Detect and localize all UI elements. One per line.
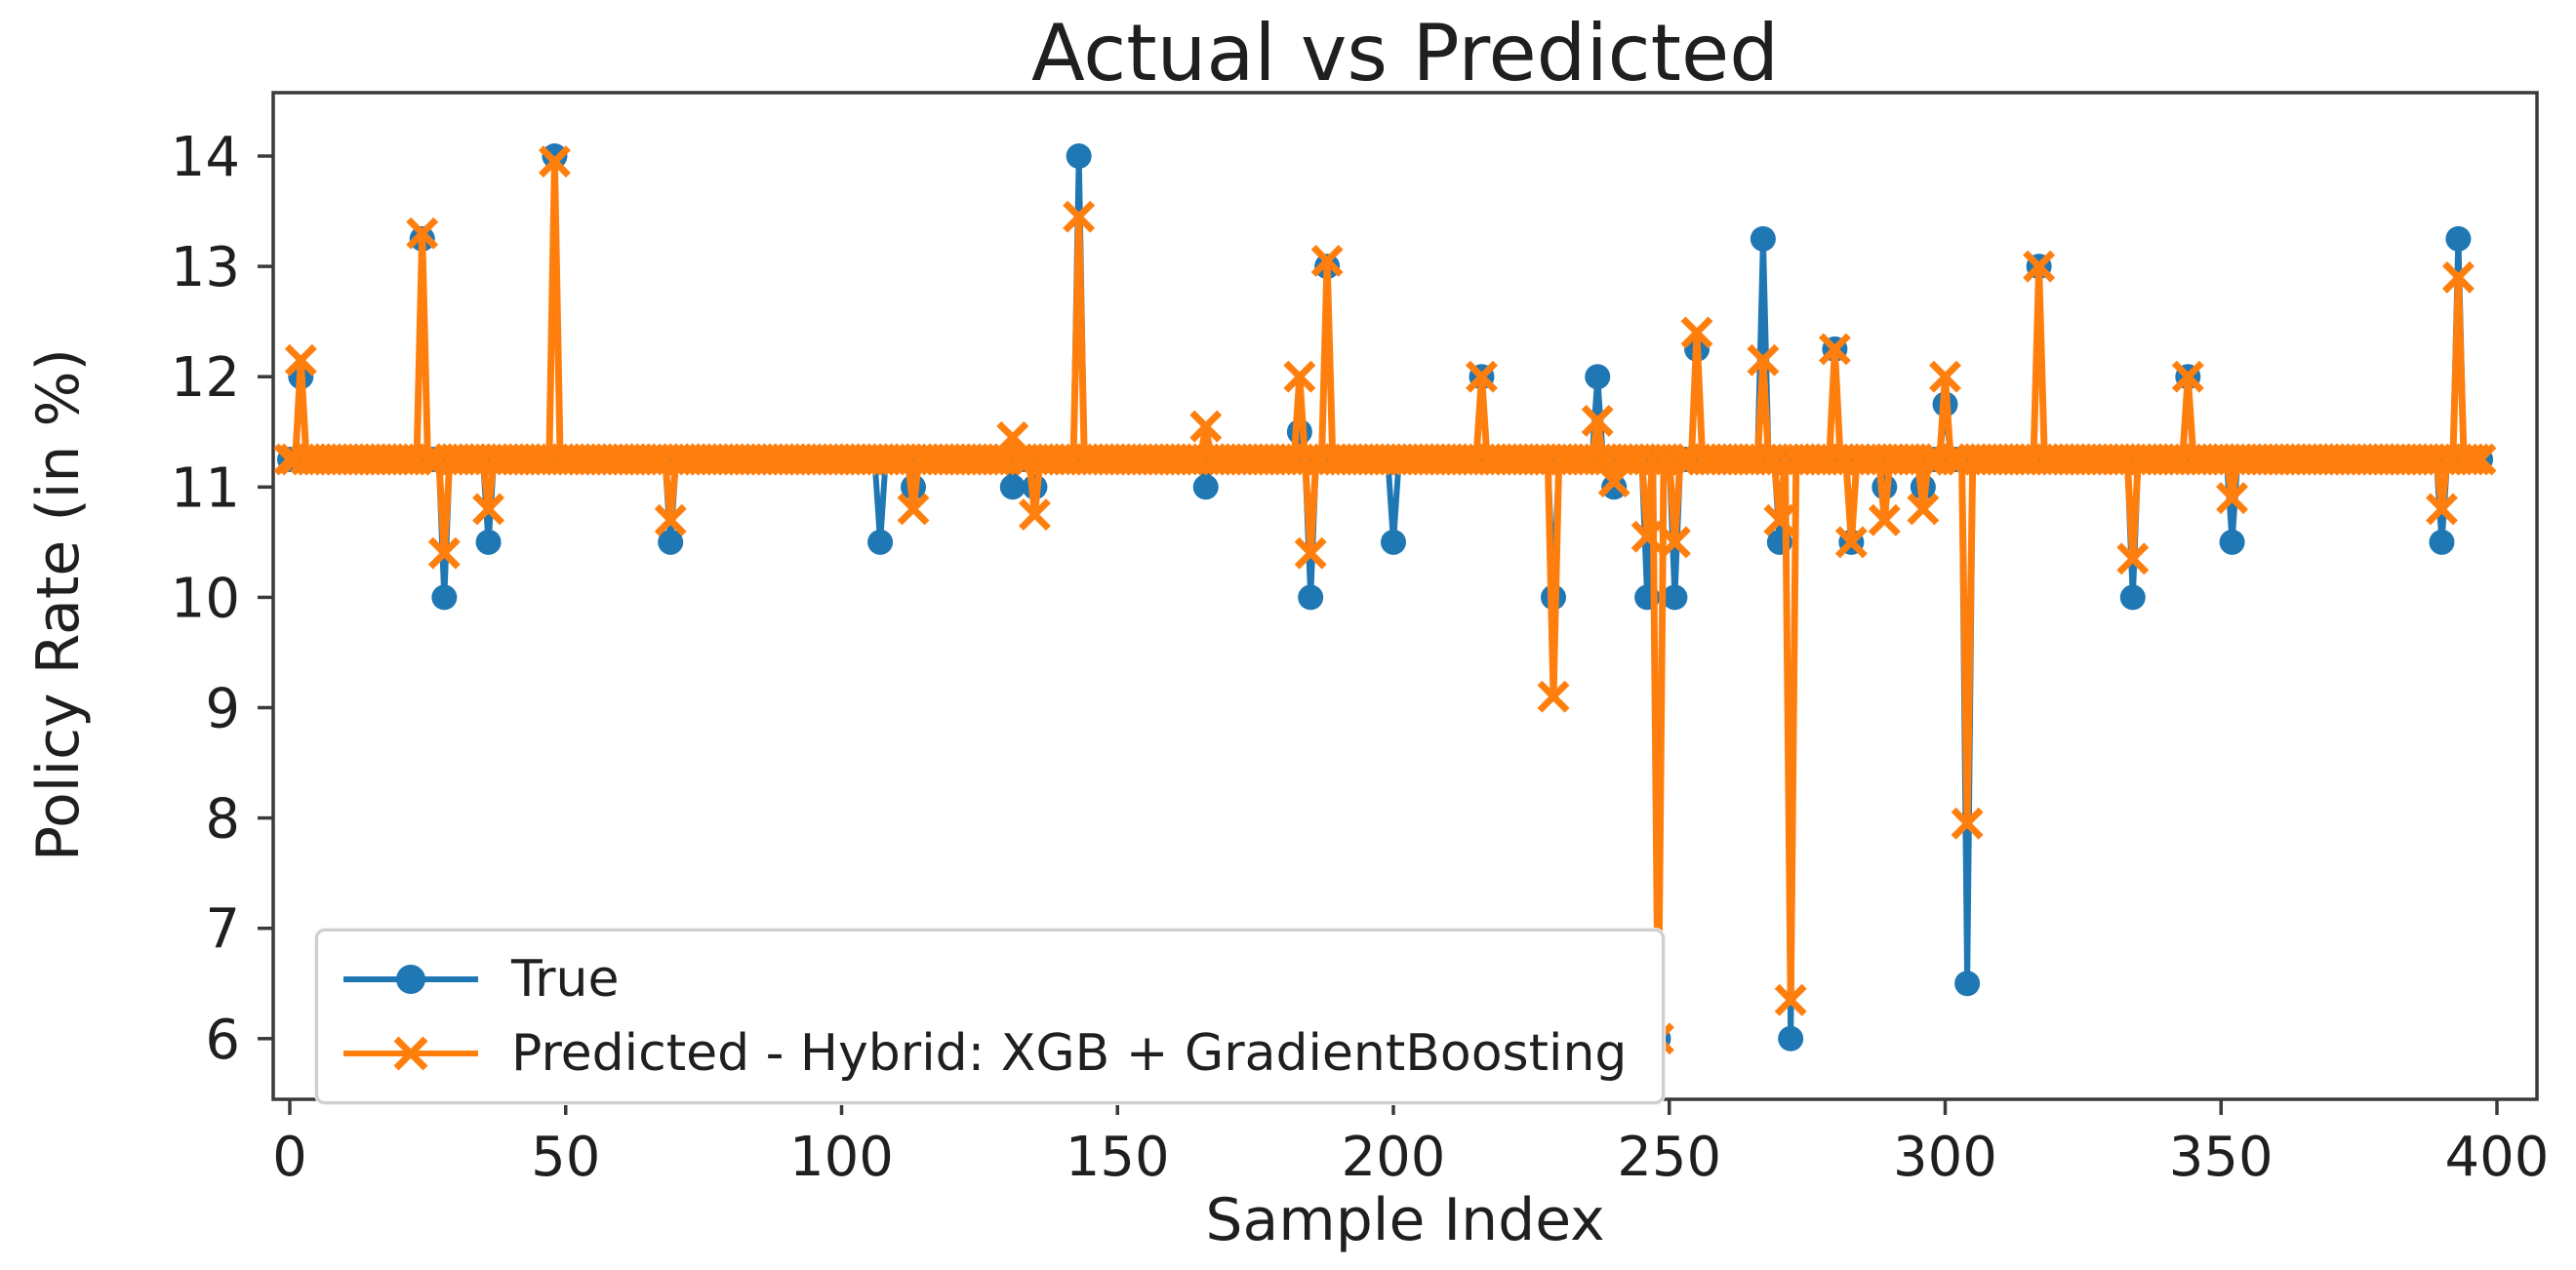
predicted-data-point bbox=[406, 217, 439, 250]
true-data-point bbox=[658, 529, 684, 555]
x-tick-label: 150 bbox=[1066, 1126, 1170, 1189]
y-tick-label: 11 bbox=[171, 456, 240, 520]
true-data-point bbox=[475, 529, 502, 555]
true-data-point bbox=[1381, 529, 1406, 555]
y-tick-label: 14 bbox=[171, 126, 240, 189]
legend-label-true: True bbox=[511, 950, 620, 1009]
predicted-data-point bbox=[1929, 360, 1961, 393]
predicted-data-point bbox=[1581, 404, 1614, 437]
predicted-data-point bbox=[1189, 410, 1223, 443]
predicted-data-point bbox=[1537, 680, 1570, 713]
predicted-data-point bbox=[996, 420, 1029, 454]
predicted-data-point bbox=[1951, 807, 1984, 840]
legend-entry-true: True bbox=[338, 947, 1627, 1012]
predicted-data-point bbox=[654, 503, 687, 536]
predicted-data-point bbox=[2458, 443, 2491, 476]
y-tick-label: 8 bbox=[205, 788, 240, 852]
true-data-point bbox=[1954, 971, 1981, 997]
predicted-data-point bbox=[2425, 493, 2458, 526]
predicted-data-point bbox=[1310, 244, 1344, 277]
predicted-data-point bbox=[1063, 200, 1096, 233]
true-data-point bbox=[867, 529, 894, 555]
true-data-point bbox=[1601, 474, 1628, 500]
predicted-data-point bbox=[1466, 360, 1498, 393]
predicted-data-point bbox=[1907, 493, 1940, 526]
y-tick-label: 10 bbox=[171, 567, 240, 630]
y-tick-label: 7 bbox=[205, 898, 240, 962]
true-data-point bbox=[1066, 143, 1092, 169]
true-data-point bbox=[1750, 225, 1776, 252]
y-tick-label: 12 bbox=[171, 346, 240, 410]
true-data-point bbox=[1662, 584, 1688, 611]
predicted-data-point bbox=[1680, 316, 1713, 349]
predicted-data-point bbox=[1658, 526, 1691, 559]
predicted-data-point bbox=[2171, 360, 2204, 393]
x-tick-label: 0 bbox=[272, 1126, 307, 1189]
x-tick-label: 400 bbox=[2445, 1126, 2550, 1189]
predicted-data-point bbox=[284, 343, 317, 377]
chart-title: Actual vs Predicted bbox=[1030, 8, 1780, 99]
y-tick-label: 13 bbox=[171, 236, 240, 299]
predicted-data-point bbox=[1834, 526, 1868, 559]
predicted-data-point bbox=[1630, 520, 1664, 553]
x-tick-label: 300 bbox=[1893, 1126, 1997, 1189]
predicted-data-point bbox=[1294, 536, 1327, 570]
x-tick-label: 350 bbox=[2169, 1126, 2274, 1189]
x-tick-label: 50 bbox=[531, 1126, 600, 1189]
predicted-data-point bbox=[1747, 343, 1780, 377]
predicted-data-point bbox=[897, 493, 930, 526]
predicted-data-point bbox=[2116, 542, 2150, 575]
predicted-data-point bbox=[1818, 333, 1851, 366]
true-data-point bbox=[2119, 584, 2146, 611]
predicted-data-point bbox=[1283, 360, 1316, 393]
x-tick-label: 200 bbox=[1342, 1126, 1446, 1189]
y-tick-label: 9 bbox=[205, 678, 240, 741]
predicted-data-point bbox=[2453, 443, 2486, 476]
predicted-data-point bbox=[1763, 503, 1796, 536]
predicted-data-point bbox=[2464, 443, 2497, 476]
true-data-point bbox=[2219, 529, 2245, 555]
predicted-series-line bbox=[290, 158, 2480, 1043]
true-data-point bbox=[1778, 1025, 1804, 1052]
predicted-data-point bbox=[1774, 983, 1807, 1016]
true-data-point bbox=[1298, 584, 1324, 611]
x-axis-label: Sample Index bbox=[1205, 1186, 1605, 1254]
y-tick-label: 6 bbox=[205, 1009, 240, 1072]
true-data-point bbox=[1192, 474, 1219, 500]
predicted-data-point bbox=[2216, 482, 2249, 515]
predicted-data-point bbox=[2441, 260, 2475, 294]
predicted-data-point bbox=[2023, 250, 2056, 283]
true-data-point bbox=[999, 474, 1026, 500]
x-tick-label: 250 bbox=[1617, 1126, 1721, 1189]
y-axis-label: Policy Rate (in %) bbox=[24, 348, 93, 861]
legend: True Predicted - Hybrid: XGB + GradientB… bbox=[315, 929, 1666, 1104]
legend-marker-predicted-x-icon bbox=[343, 1036, 478, 1071]
predicted-data-point bbox=[1018, 498, 1051, 532]
legend-entry-predicted: Predicted - Hybrid: XGB + GradientBoosti… bbox=[338, 1021, 1627, 1086]
true-data-point bbox=[1585, 364, 1611, 390]
legend-label-predicted: Predicted - Hybrid: XGB + GradientBoosti… bbox=[511, 1024, 1628, 1083]
true-series-line bbox=[290, 153, 2480, 1042]
predicted-data-point bbox=[472, 493, 505, 526]
true-data-point bbox=[431, 584, 458, 611]
predicted-data-point bbox=[538, 145, 571, 179]
legend-marker-true-circle-icon bbox=[343, 965, 478, 994]
x-tick-label: 100 bbox=[789, 1126, 894, 1189]
true-data-point bbox=[2445, 225, 2472, 252]
true-data-point bbox=[542, 143, 568, 169]
predicted-data-point bbox=[1868, 503, 1901, 536]
true-data-point bbox=[2429, 529, 2455, 555]
predicted-data-point bbox=[427, 536, 461, 570]
